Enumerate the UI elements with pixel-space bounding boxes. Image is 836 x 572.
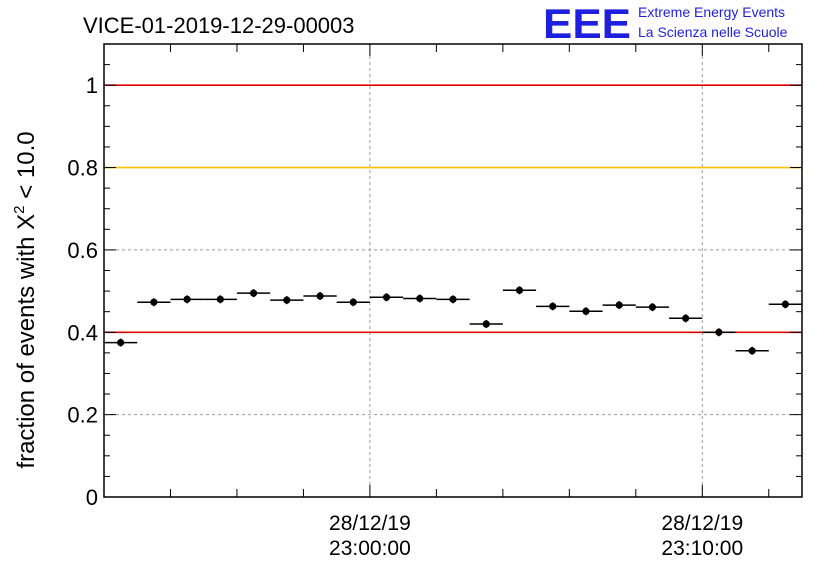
y-axis-label-symbol: X <box>13 214 40 230</box>
data-point <box>403 294 437 303</box>
data-point <box>536 302 570 311</box>
data-point <box>303 292 337 301</box>
eee-logo-letters: EEE <box>543 0 631 47</box>
data-point-marker <box>482 320 490 328</box>
y-tick-labels: 0 0.2 0.4 0.6 0.8 1 <box>67 73 98 510</box>
data-point-marker <box>349 298 357 306</box>
data-point <box>635 303 670 312</box>
data-point-marker <box>582 307 590 315</box>
data-point <box>469 320 503 329</box>
data-point-marker <box>648 303 657 311</box>
y-axis-label-suffix: < 10.0 <box>13 131 40 205</box>
data-point-marker <box>216 295 224 303</box>
data-point-marker <box>382 293 391 301</box>
eee-logo-line2: La Scienza nelle Scuole <box>638 24 788 40</box>
y-tick-label: 0 <box>86 485 98 510</box>
data-point-marker <box>515 286 524 294</box>
data-point <box>436 295 470 304</box>
data-point-marker <box>549 302 557 310</box>
y-axis-label-exponent: 2 <box>11 205 28 213</box>
data-point-marker <box>615 301 623 309</box>
eee-logo-line1: Extreme Energy Events <box>638 4 785 20</box>
data-point <box>602 301 636 310</box>
x-tick-label-date: 28/12/19 <box>329 512 411 535</box>
data-point <box>735 346 769 355</box>
x-tick-label-time: 23:00:00 <box>329 537 411 560</box>
data-point <box>569 307 603 316</box>
eee-logo: EEE Extreme Energy Events La Scienza nel… <box>543 0 788 47</box>
data-point-marker <box>748 347 756 355</box>
data-point-marker <box>150 298 158 306</box>
y-tick-label: 1 <box>86 73 98 98</box>
data-point-marker <box>781 300 789 308</box>
data-points <box>104 286 802 355</box>
data-point <box>170 295 204 304</box>
data-point <box>104 338 138 347</box>
data-point <box>369 293 404 302</box>
data-point <box>270 296 304 305</box>
data-point <box>236 289 271 298</box>
data-point-marker <box>183 295 191 303</box>
y-tick-label: 0.2 <box>67 403 98 428</box>
data-point-marker <box>316 292 324 300</box>
data-point-marker <box>117 338 125 347</box>
y-axis-label: fraction of events with X2 < 10.0 <box>11 131 40 468</box>
data-point <box>669 314 703 323</box>
data-point <box>203 295 237 304</box>
data-point-marker <box>715 328 723 336</box>
reference-lines <box>104 84 802 334</box>
chart-title: VICE-01-2019-12-29-00003 <box>83 13 355 38</box>
x-tick-label-time: 23:10:00 <box>661 537 743 560</box>
data-point <box>768 300 802 309</box>
y-tick-label: 0.6 <box>67 238 98 263</box>
x-tick-label-date: 28/12/19 <box>661 512 743 535</box>
data-point-marker <box>416 294 424 303</box>
y-tick-label: 0.4 <box>67 320 98 345</box>
data-point <box>702 328 736 337</box>
data-point-marker <box>682 314 690 322</box>
plot-frame <box>103 43 803 498</box>
data-point <box>502 286 537 295</box>
data-point <box>137 298 171 307</box>
data-point-marker <box>449 295 457 303</box>
axis-ticks <box>103 43 802 498</box>
y-tick-label: 0.8 <box>67 156 98 181</box>
data-point-marker <box>283 296 291 304</box>
y-axis-label-prefix: fraction of events with <box>13 230 40 469</box>
data-point <box>336 298 370 307</box>
data-point-marker <box>249 289 258 297</box>
grid <box>104 44 802 497</box>
